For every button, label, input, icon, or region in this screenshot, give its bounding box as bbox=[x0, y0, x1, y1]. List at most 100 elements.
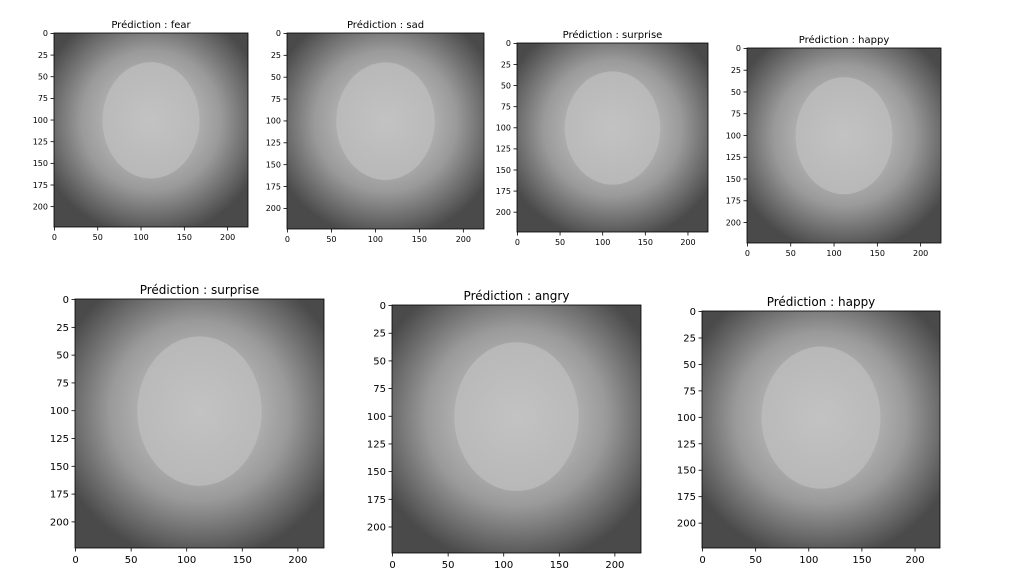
x-tick-label: 0 bbox=[745, 249, 750, 258]
x-tick-label: 0 bbox=[389, 560, 395, 571]
y-tick-label: 75 bbox=[373, 384, 386, 395]
y-tick-label: 50 bbox=[683, 360, 696, 371]
x-tick-label: 150 bbox=[233, 555, 252, 566]
x-tick-label: 50 bbox=[442, 560, 455, 571]
axes-frame bbox=[391, 304, 642, 554]
y-tick-label: 175 bbox=[367, 495, 386, 506]
y-tick-label: 200 bbox=[496, 208, 511, 217]
x-tick-label: 0 bbox=[515, 238, 520, 247]
y-tick-label: 200 bbox=[33, 202, 48, 211]
face bbox=[102, 62, 200, 179]
y-tick-label: 150 bbox=[677, 466, 696, 477]
face bbox=[336, 62, 435, 181]
y-tick-label: 100 bbox=[677, 413, 696, 424]
x-tick-label: 50 bbox=[326, 235, 336, 244]
x-tick-label: 100 bbox=[368, 235, 383, 244]
y-tick-label: 150 bbox=[726, 175, 741, 184]
axes-frame bbox=[74, 298, 325, 549]
y-tick-label: 100 bbox=[726, 131, 741, 140]
y-tick-label: 100 bbox=[50, 406, 69, 417]
y-tick-label: 75 bbox=[501, 103, 511, 112]
x-tick-label: 200 bbox=[288, 555, 307, 566]
x-tick-label: 200 bbox=[220, 233, 235, 242]
y-tick-label: 125 bbox=[33, 137, 48, 146]
axes-frame bbox=[746, 47, 942, 244]
subplot-title: Prédiction : angry bbox=[464, 289, 570, 303]
y-tick-label: 50 bbox=[731, 88, 741, 97]
y-tick-label: 25 bbox=[56, 323, 69, 334]
subplot-title: Prédiction : surprise bbox=[140, 283, 260, 297]
x-tick-label: 0 bbox=[72, 555, 78, 566]
y-tick-label: 25 bbox=[271, 51, 281, 60]
y-tick-label: 175 bbox=[33, 181, 48, 190]
y-tick-label: 50 bbox=[271, 73, 281, 82]
y-tick-label: 125 bbox=[367, 439, 386, 450]
y-tick-label: 150 bbox=[266, 160, 281, 169]
x-tick-label: 100 bbox=[177, 555, 196, 566]
y-tick-label: 175 bbox=[266, 182, 281, 191]
x-tick-label: 100 bbox=[595, 238, 610, 247]
y-tick-label: 175 bbox=[726, 197, 741, 206]
y-tick-label: 0 bbox=[380, 301, 386, 312]
y-tick-label: 100 bbox=[266, 117, 281, 126]
subplot-title: Prédiction : happy bbox=[799, 34, 890, 46]
y-tick-label: 125 bbox=[266, 139, 281, 148]
x-tick-label: 0 bbox=[699, 555, 705, 566]
y-tick-label: 125 bbox=[496, 145, 511, 154]
y-tick-label: 75 bbox=[271, 95, 281, 104]
y-tick-label: 25 bbox=[731, 66, 741, 75]
x-tick-label: 50 bbox=[93, 233, 103, 242]
y-tick-label: 175 bbox=[50, 490, 69, 501]
y-tick-label: 75 bbox=[731, 110, 741, 119]
y-tick-label: 75 bbox=[56, 378, 69, 389]
y-tick-label: 25 bbox=[373, 329, 386, 340]
axes-frame bbox=[286, 32, 485, 230]
y-tick-label: 50 bbox=[56, 351, 69, 362]
x-tick-label: 150 bbox=[852, 555, 871, 566]
y-tick-label: 75 bbox=[38, 94, 48, 103]
y-tick-label: 200 bbox=[266, 204, 281, 213]
y-tick-label: 0 bbox=[63, 295, 69, 306]
x-tick-label: 50 bbox=[125, 555, 138, 566]
x-tick-label: 100 bbox=[494, 560, 513, 571]
y-tick-label: 50 bbox=[373, 356, 386, 367]
y-tick-label: 50 bbox=[501, 81, 511, 90]
y-tick-label: 125 bbox=[50, 434, 69, 445]
y-tick-label: 25 bbox=[501, 60, 511, 69]
x-tick-label: 100 bbox=[133, 233, 148, 242]
x-tick-label: 50 bbox=[786, 249, 796, 258]
y-tick-label: 125 bbox=[677, 439, 696, 450]
y-tick-label: 0 bbox=[506, 39, 511, 48]
y-tick-label: 175 bbox=[677, 492, 696, 503]
y-tick-label: 125 bbox=[726, 153, 741, 162]
y-tick-label: 0 bbox=[43, 29, 48, 38]
axes-frame bbox=[701, 310, 941, 549]
y-tick-label: 150 bbox=[50, 462, 69, 473]
x-tick-label: 0 bbox=[52, 233, 57, 242]
x-tick-label: 100 bbox=[799, 555, 818, 566]
y-tick-label: 100 bbox=[367, 412, 386, 423]
y-tick-label: 25 bbox=[683, 333, 696, 344]
x-tick-label: 50 bbox=[555, 238, 565, 247]
x-tick-label: 200 bbox=[680, 238, 695, 247]
face bbox=[137, 336, 262, 486]
y-tick-label: 0 bbox=[276, 29, 281, 38]
face bbox=[795, 77, 893, 195]
y-tick-label: 150 bbox=[33, 159, 48, 168]
x-tick-label: 200 bbox=[913, 249, 928, 258]
x-tick-label: 150 bbox=[870, 249, 885, 258]
axes-frame bbox=[516, 42, 709, 233]
y-tick-label: 150 bbox=[367, 467, 386, 478]
y-tick-label: 25 bbox=[38, 51, 48, 60]
axes-frame bbox=[53, 32, 249, 228]
subplot-title: Prédiction : surprise bbox=[563, 29, 663, 41]
x-tick-label: 200 bbox=[905, 555, 924, 566]
y-tick-label: 150 bbox=[496, 166, 511, 175]
y-tick-label: 200 bbox=[367, 522, 386, 533]
x-tick-label: 150 bbox=[177, 233, 192, 242]
x-tick-label: 50 bbox=[749, 555, 762, 566]
face bbox=[761, 346, 881, 489]
x-tick-label: 200 bbox=[456, 235, 471, 244]
x-tick-label: 100 bbox=[826, 249, 841, 258]
